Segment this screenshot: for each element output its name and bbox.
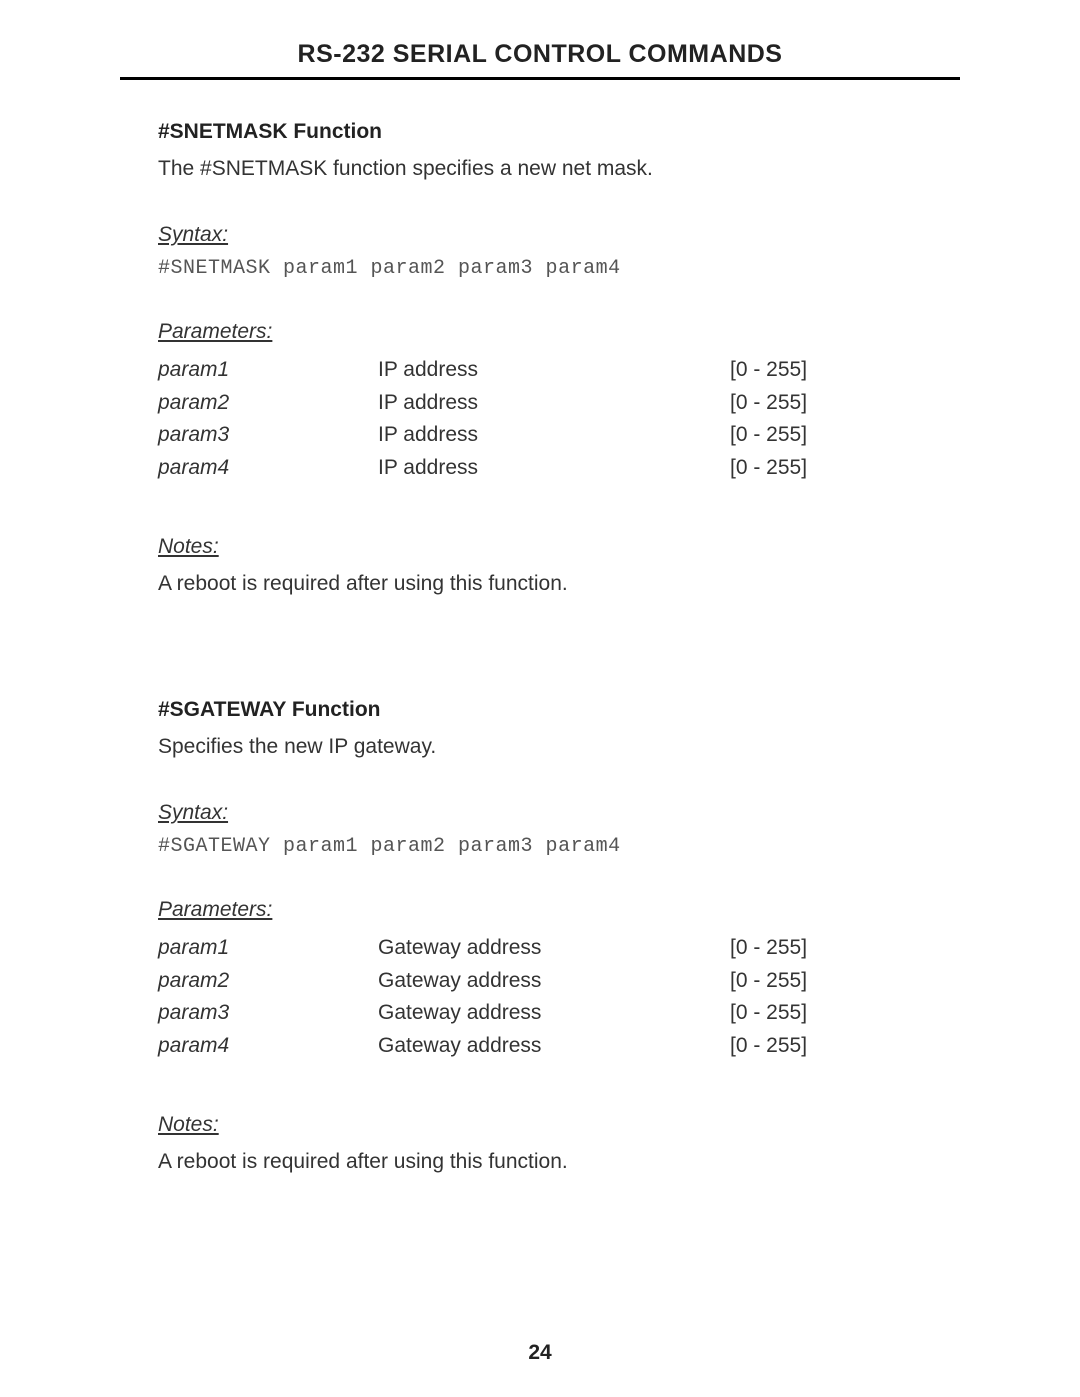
- param-name: param1: [158, 354, 378, 387]
- syntax-code: #SGATEWAY param1 param2 param3 param4: [158, 835, 850, 858]
- function-heading: #SNETMASK Function: [158, 120, 850, 144]
- param-name: param3: [158, 419, 378, 452]
- function-description: The #SNETMASK function specifies a new n…: [158, 154, 850, 183]
- param-row: param2 IP address [0 - 255]: [158, 387, 850, 420]
- param-desc: Gateway address: [378, 1030, 730, 1063]
- param-row: param3 Gateway address [0 - 255]: [158, 997, 850, 1030]
- notes-label: Notes:: [158, 1113, 850, 1137]
- param-desc: IP address: [378, 387, 730, 420]
- param-name: param3: [158, 997, 378, 1030]
- syntax-label: Syntax:: [158, 801, 850, 825]
- notes-label: Notes:: [158, 535, 850, 559]
- param-name: param4: [158, 1030, 378, 1063]
- parameters-label: Parameters:: [158, 320, 850, 344]
- function-heading: #SGATEWAY Function: [158, 698, 850, 722]
- param-range: [0 - 255]: [730, 997, 850, 1030]
- title-divider: [120, 77, 960, 80]
- syntax-label: Syntax:: [158, 223, 850, 247]
- param-name: param1: [158, 932, 378, 965]
- page-title: RS-232 SERIAL CONTROL COMMANDS: [120, 40, 960, 77]
- function-description: Specifies the new IP gateway.: [158, 732, 850, 761]
- param-name: param4: [158, 452, 378, 485]
- param-range: [0 - 255]: [730, 452, 850, 485]
- param-range: [0 - 255]: [730, 965, 850, 998]
- parameters-table: param1 Gateway address [0 - 255] param2 …: [158, 932, 850, 1062]
- notes-text: A reboot is required after using this fu…: [158, 569, 850, 598]
- param-range: [0 - 255]: [730, 387, 850, 420]
- param-desc: IP address: [378, 452, 730, 485]
- param-desc: Gateway address: [378, 965, 730, 998]
- param-row: param2 Gateway address [0 - 255]: [158, 965, 850, 998]
- param-row: param1 IP address [0 - 255]: [158, 354, 850, 387]
- param-row: param1 Gateway address [0 - 255]: [158, 932, 850, 965]
- syntax-code: #SNETMASK param1 param2 param3 param4: [158, 257, 850, 280]
- param-desc: Gateway address: [378, 932, 730, 965]
- param-range: [0 - 255]: [730, 354, 850, 387]
- param-name: param2: [158, 965, 378, 998]
- page-number: 24: [0, 1341, 1080, 1365]
- param-desc: IP address: [378, 419, 730, 452]
- notes-text: A reboot is required after using this fu…: [158, 1147, 850, 1176]
- param-row: param3 IP address [0 - 255]: [158, 419, 850, 452]
- param-range: [0 - 255]: [730, 932, 850, 965]
- param-name: param2: [158, 387, 378, 420]
- param-desc: Gateway address: [378, 997, 730, 1030]
- param-row: param4 IP address [0 - 255]: [158, 452, 850, 485]
- parameters-label: Parameters:: [158, 898, 850, 922]
- param-row: param4 Gateway address [0 - 255]: [158, 1030, 850, 1063]
- parameters-table: param1 IP address [0 - 255] param2 IP ad…: [158, 354, 850, 484]
- param-desc: IP address: [378, 354, 730, 387]
- param-range: [0 - 255]: [730, 419, 850, 452]
- param-range: [0 - 255]: [730, 1030, 850, 1063]
